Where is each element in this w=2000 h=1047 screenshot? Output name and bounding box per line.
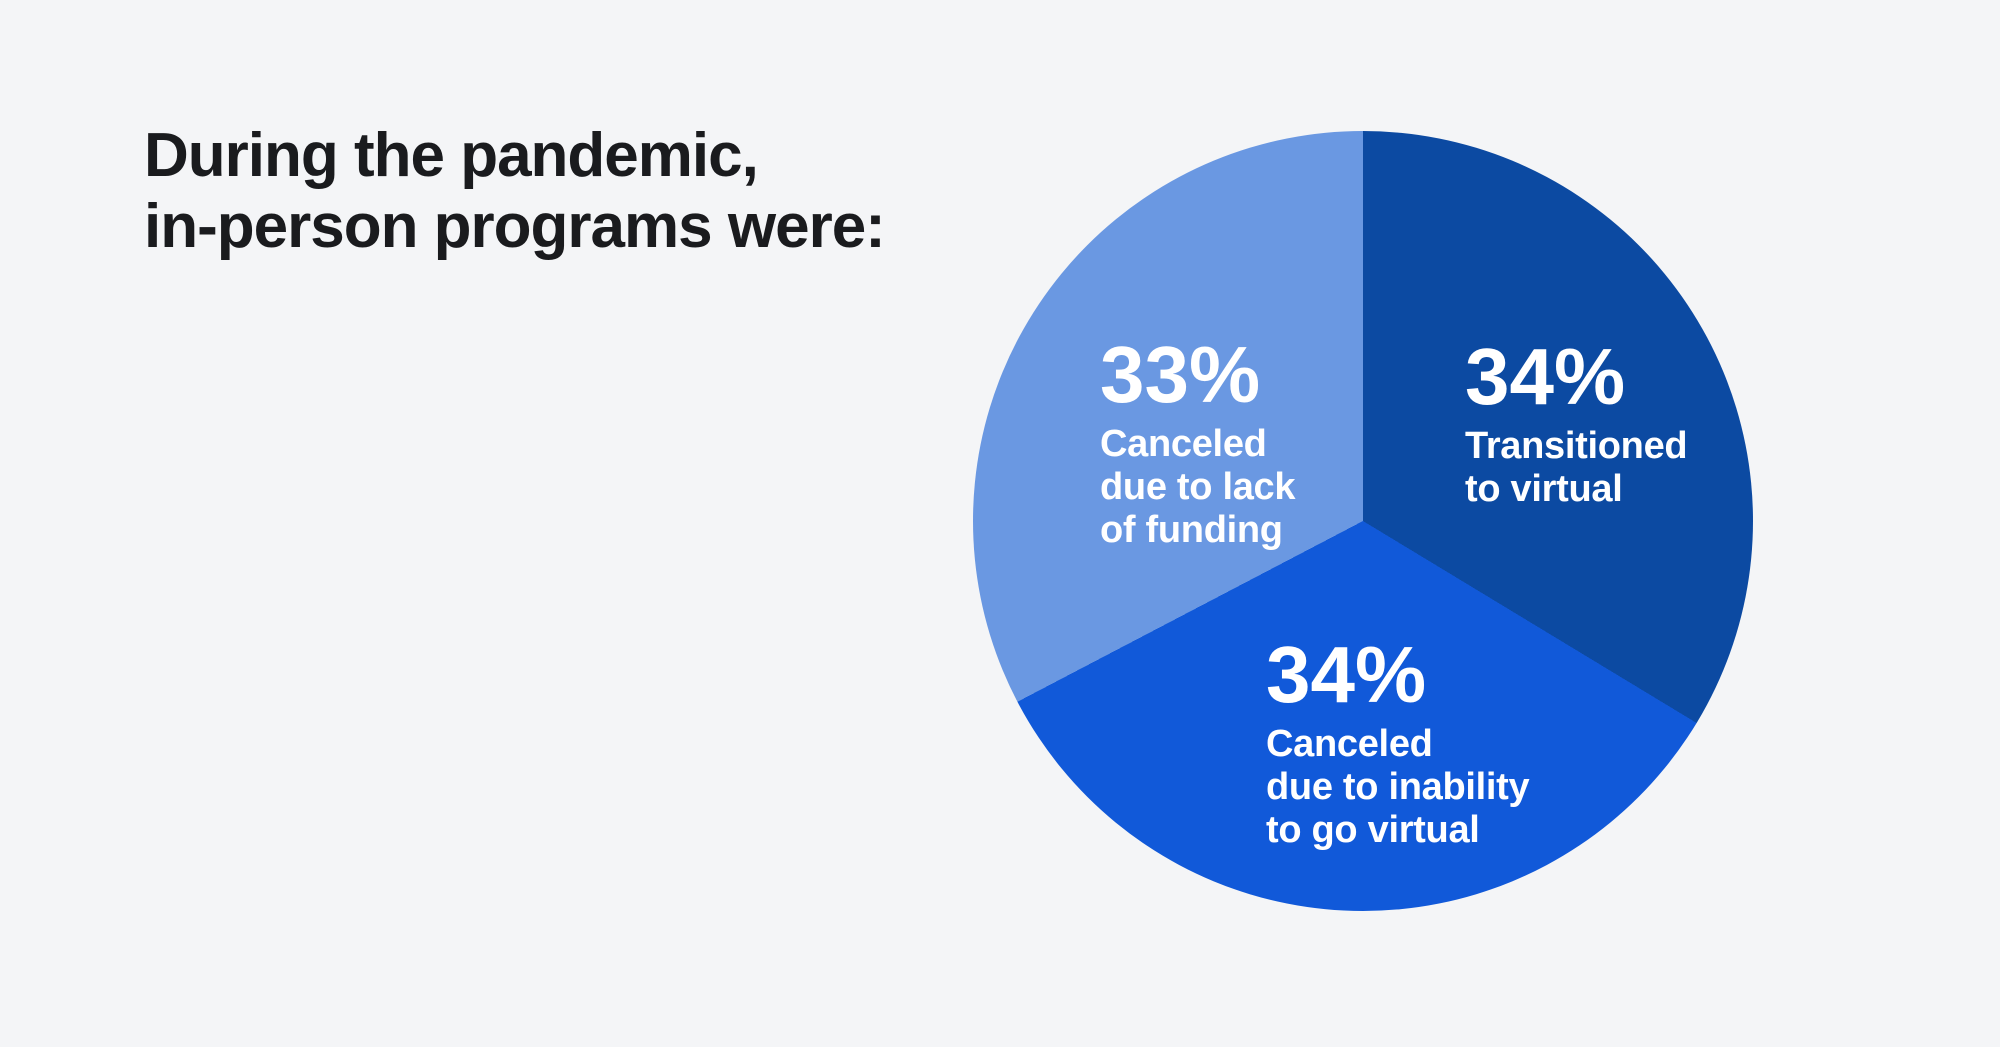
slice-label-transitioned-to-virtual: 34% Transitioned to virtual: [1465, 332, 1688, 511]
slice-text-line: Canceled: [1266, 723, 1433, 765]
slice-value-transitioned-to-virtual: 34%: [1465, 332, 1626, 421]
slice-text-line: Transitioned: [1465, 425, 1688, 467]
slice-text-line: Canceled: [1100, 423, 1267, 465]
chart-title: During the pandemic, in-person programs …: [144, 120, 886, 262]
slice-text-line: to go virtual: [1266, 809, 1480, 851]
slice-text-line: due to lack: [1100, 466, 1296, 508]
chart-title-line-1: During the pandemic,: [144, 121, 759, 190]
slice-text-line: due to inability: [1266, 766, 1530, 808]
slice-value-canceled-funding: 33%: [1100, 330, 1261, 419]
slice-label-canceled-inability: 34% Canceled due to inability to go virt…: [1266, 630, 1530, 852]
slice-label-canceled-funding: 33% Canceled due to lack of funding: [1100, 330, 1296, 552]
chart-title-line-2: in-person programs were:: [144, 192, 886, 261]
slice-value-canceled-inability: 34%: [1266, 630, 1427, 719]
slice-text-line: to virtual: [1465, 468, 1623, 510]
slice-text-line: of funding: [1100, 509, 1283, 551]
pie-chart: 34% Transitioned to virtual 34% Canceled…: [973, 131, 1753, 911]
